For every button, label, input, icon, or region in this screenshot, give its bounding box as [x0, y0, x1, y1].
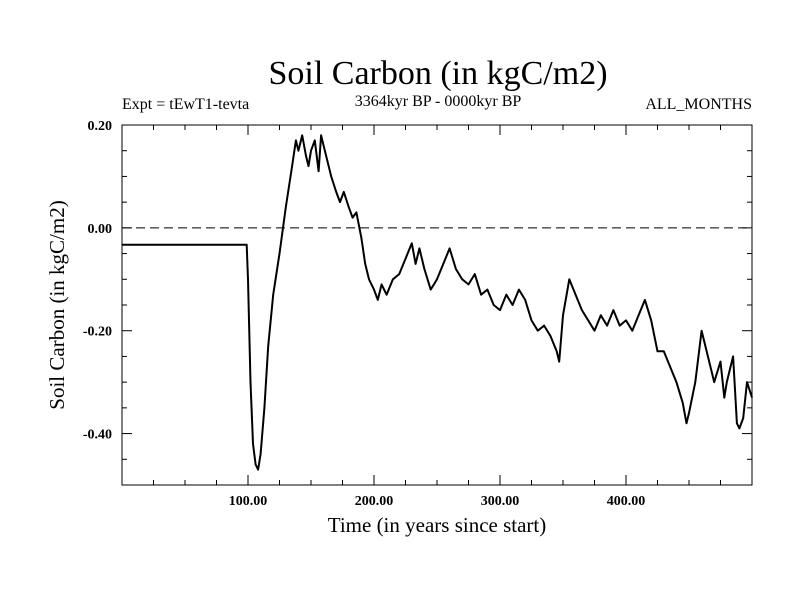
x-tick-labels: 100.00 200.00 300.00 400.00 — [229, 494, 646, 509]
time-range-label: 3364kyr BP - 0000kyr BP — [355, 93, 522, 110]
chart-title: Soil Carbon (in kgC/m2) — [268, 55, 607, 92]
y-tick-label: -0.20 — [83, 325, 112, 340]
y-tick-labels: 0.20 0.00 -0.20 -0.40 — [83, 119, 112, 443]
x-axis-label: Time (in years since start) — [328, 513, 547, 537]
y-tick-label: 0.00 — [88, 222, 113, 237]
x-tick-label: 400.00 — [607, 494, 646, 509]
y-tick-label: 0.20 — [88, 119, 113, 134]
major-ticks — [122, 124, 752, 485]
soil-carbon-series-line — [122, 134, 753, 471]
y-tick-label: -0.40 — [83, 428, 112, 443]
experiment-label: Expt = tEwT1-tevta — [122, 96, 249, 113]
months-label: ALL_MONTHS — [645, 96, 752, 113]
x-tick-label: 200.00 — [355, 494, 394, 509]
x-tick-label: 100.00 — [229, 494, 268, 509]
x-tick-label: 300.00 — [481, 494, 520, 509]
plot-frame — [121, 124, 753, 486]
minor-ticks — [122, 125, 752, 486]
y-axis-label: Soil Carbon (in kgC/m2) — [45, 200, 69, 409]
